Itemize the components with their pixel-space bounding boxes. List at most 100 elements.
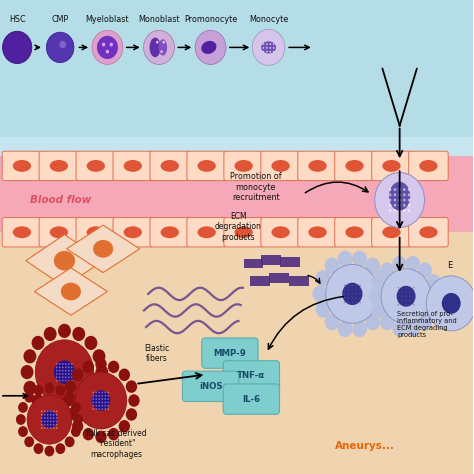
Circle shape — [95, 398, 97, 400]
Ellipse shape — [346, 227, 364, 238]
Circle shape — [44, 403, 56, 417]
Circle shape — [372, 274, 386, 290]
Circle shape — [163, 41, 165, 44]
Circle shape — [408, 199, 410, 201]
FancyBboxPatch shape — [0, 232, 473, 474]
Polygon shape — [35, 268, 108, 315]
Circle shape — [62, 373, 64, 375]
Circle shape — [47, 410, 48, 412]
FancyBboxPatch shape — [187, 151, 227, 181]
Text: Secretion of pro-
inflammatory and
ECM degrading
products: Secretion of pro- inflammatory and ECM d… — [398, 311, 457, 338]
Circle shape — [403, 199, 406, 201]
Ellipse shape — [272, 227, 290, 238]
Circle shape — [347, 301, 349, 303]
Circle shape — [18, 402, 28, 413]
Circle shape — [95, 401, 97, 403]
Circle shape — [53, 424, 55, 426]
Text: Aneurys...: Aneurys... — [335, 441, 395, 451]
Circle shape — [95, 392, 97, 393]
Circle shape — [426, 276, 474, 331]
Circle shape — [347, 289, 349, 291]
Circle shape — [398, 193, 401, 196]
FancyBboxPatch shape — [182, 371, 239, 401]
Circle shape — [266, 47, 268, 49]
Ellipse shape — [309, 160, 327, 172]
Circle shape — [92, 401, 94, 403]
Circle shape — [56, 410, 57, 412]
Ellipse shape — [124, 160, 142, 172]
Circle shape — [32, 336, 45, 350]
Circle shape — [269, 51, 271, 53]
Circle shape — [108, 401, 109, 403]
Circle shape — [27, 395, 72, 444]
Circle shape — [104, 398, 106, 400]
Ellipse shape — [124, 227, 142, 238]
Circle shape — [347, 293, 349, 295]
Circle shape — [54, 361, 75, 383]
Ellipse shape — [198, 227, 216, 238]
Circle shape — [34, 385, 44, 396]
Ellipse shape — [261, 41, 276, 54]
Circle shape — [365, 258, 380, 274]
Circle shape — [65, 380, 76, 393]
Circle shape — [68, 363, 70, 365]
Circle shape — [45, 446, 55, 456]
Circle shape — [409, 300, 411, 301]
Circle shape — [44, 410, 46, 412]
Circle shape — [269, 43, 271, 45]
Circle shape — [35, 340, 94, 404]
Circle shape — [72, 368, 83, 381]
Circle shape — [95, 408, 97, 410]
Circle shape — [398, 300, 399, 301]
Circle shape — [50, 420, 52, 422]
Circle shape — [397, 286, 416, 307]
Circle shape — [401, 291, 403, 293]
Circle shape — [58, 324, 71, 338]
Circle shape — [44, 424, 46, 426]
Circle shape — [41, 410, 43, 412]
Circle shape — [46, 32, 74, 63]
Circle shape — [405, 304, 407, 306]
Circle shape — [398, 287, 399, 289]
Circle shape — [195, 30, 226, 64]
Circle shape — [104, 408, 106, 410]
Circle shape — [50, 424, 52, 426]
Text: Myeloblast: Myeloblast — [86, 15, 129, 24]
Circle shape — [389, 188, 392, 191]
Circle shape — [266, 43, 268, 45]
Circle shape — [56, 414, 57, 416]
Circle shape — [62, 363, 64, 365]
Ellipse shape — [383, 227, 401, 238]
Circle shape — [108, 398, 109, 400]
Circle shape — [95, 431, 107, 443]
Circle shape — [53, 427, 55, 429]
Circle shape — [53, 414, 55, 416]
Circle shape — [389, 199, 392, 201]
Circle shape — [71, 366, 73, 368]
FancyBboxPatch shape — [261, 151, 301, 181]
Circle shape — [62, 394, 73, 407]
Circle shape — [352, 293, 353, 295]
Circle shape — [68, 380, 70, 382]
Circle shape — [356, 284, 357, 286]
Circle shape — [73, 414, 83, 425]
Ellipse shape — [272, 160, 290, 172]
Circle shape — [108, 408, 109, 410]
FancyBboxPatch shape — [187, 218, 227, 247]
FancyBboxPatch shape — [298, 218, 337, 247]
Circle shape — [50, 410, 52, 412]
Circle shape — [356, 289, 357, 291]
Circle shape — [59, 380, 61, 382]
Circle shape — [398, 209, 401, 212]
FancyBboxPatch shape — [39, 151, 79, 181]
Circle shape — [59, 41, 66, 48]
Circle shape — [95, 405, 97, 407]
Text: HSC: HSC — [9, 15, 26, 24]
FancyBboxPatch shape — [409, 151, 448, 181]
Circle shape — [101, 395, 103, 397]
Circle shape — [352, 289, 353, 291]
Circle shape — [95, 365, 108, 379]
Circle shape — [18, 426, 28, 437]
Circle shape — [53, 420, 55, 422]
Circle shape — [73, 403, 85, 417]
